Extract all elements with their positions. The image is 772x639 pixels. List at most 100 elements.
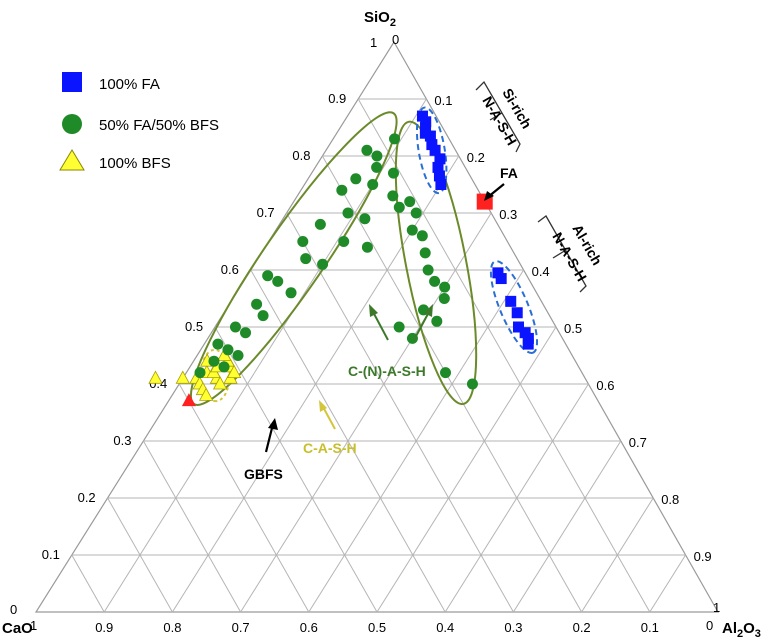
point-fa-bfs xyxy=(431,315,443,327)
point-fa xyxy=(511,307,523,319)
tick-sio2: 0.3 xyxy=(113,433,131,448)
gridline-cao xyxy=(214,326,378,613)
gridline-al2o3 xyxy=(649,554,687,613)
point-bfs xyxy=(175,370,190,384)
corner-tick-top-left: 1 xyxy=(370,35,377,50)
point-fa-bfs xyxy=(359,213,371,225)
point-fa xyxy=(505,295,517,307)
tick-cao: 0.6 xyxy=(300,620,318,635)
point-fa xyxy=(426,139,438,151)
tick-cao: 0.2 xyxy=(573,620,591,635)
point-fa xyxy=(429,144,441,156)
point-fa-bfs xyxy=(361,241,373,253)
point-fa-bfs xyxy=(404,196,416,208)
tick-sio2: 0.8 xyxy=(292,148,310,163)
legend-label-bfs: 100% BFS xyxy=(99,155,171,172)
point-fa-bfs xyxy=(419,247,431,259)
point-fa-bfs xyxy=(272,275,284,287)
point-fa-bfs xyxy=(350,173,362,185)
al-rich-region xyxy=(489,260,539,354)
gridline-al2o3 xyxy=(581,497,654,613)
si-rich-bracket-tip xyxy=(489,112,503,121)
tick-al2o3: 0.5 xyxy=(564,321,582,336)
point-fa-bfs xyxy=(208,355,220,367)
point-fa xyxy=(433,170,445,182)
point-fa-bfs xyxy=(371,161,383,173)
point-bfs xyxy=(212,376,228,390)
tick-al2o3: 0.7 xyxy=(629,435,647,450)
point-fa-bfs xyxy=(371,150,383,162)
gridline-al2o3 xyxy=(444,383,589,613)
annotation-al-rich: Al-rich N-A-S-H xyxy=(537,215,605,293)
corner-tick-bl-top: 0 xyxy=(10,602,17,617)
vertex-label-al2o3: Al2O3 xyxy=(722,620,761,639)
fa-arrow-head xyxy=(484,191,494,201)
point-fa-bfs xyxy=(342,207,354,219)
corner-tick-top-right: 0 xyxy=(392,32,399,47)
cnash-arrow-left xyxy=(371,309,389,341)
point-fa-bfs xyxy=(336,184,348,196)
gridline-cao xyxy=(286,212,514,613)
point-fa xyxy=(435,179,447,190)
point-fa xyxy=(420,116,432,128)
tick-al2o3: 0.8 xyxy=(661,492,679,507)
point-fa-bfs xyxy=(388,167,399,179)
cash-arrow-head xyxy=(319,400,327,412)
tick-sio2: 0.9 xyxy=(328,91,346,106)
point-fa-bfs xyxy=(262,270,274,282)
tick-cao: 0.3 xyxy=(504,620,522,635)
gridline-cao xyxy=(71,554,105,613)
tick-cao: 0.5 xyxy=(368,620,386,635)
tick-cao: 0.1 xyxy=(641,620,659,635)
point-fa-bfs xyxy=(257,310,269,322)
gridline-cao xyxy=(142,440,242,613)
gridline-al2o3 xyxy=(512,440,622,613)
tick-sio2: 0.7 xyxy=(257,205,275,220)
tick-cao: 0.9 xyxy=(95,620,113,635)
point-bfs xyxy=(148,370,163,384)
point-fa-bfs xyxy=(229,321,241,333)
cash-label: C-A-S-H xyxy=(303,440,357,456)
tick-sio2: 0.1 xyxy=(42,547,60,562)
point-fa-bfs xyxy=(361,144,373,156)
point-fa-bfs xyxy=(212,338,224,350)
point-fa xyxy=(492,267,504,279)
tick-al2o3: 0.2 xyxy=(467,150,485,165)
point-fa-bfs xyxy=(429,275,441,287)
fa-label: FA xyxy=(500,165,518,181)
annotation-si-rich: Si-rich N-A-S-H xyxy=(475,80,535,153)
tick-sio2: 0.5 xyxy=(185,319,203,334)
point-fa-bfs xyxy=(222,344,234,356)
gridline-al2o3 xyxy=(376,326,557,613)
vertex-label-cao: CaO xyxy=(2,620,33,637)
point-fa-bfs xyxy=(314,218,326,230)
gridline-cao xyxy=(107,497,173,613)
point-fa xyxy=(420,122,432,133)
tick-al2o3: 0.9 xyxy=(694,549,712,564)
cnash-arrow-right-head xyxy=(424,304,433,317)
point-bfs xyxy=(226,364,242,379)
data-points xyxy=(148,110,534,401)
point-fa xyxy=(522,338,534,350)
point-fa xyxy=(416,110,428,122)
legend-label-fa: 100% FA xyxy=(99,76,160,93)
point-fa-bfs xyxy=(422,264,434,276)
point-fa xyxy=(432,161,444,173)
cnash-region-right xyxy=(394,120,478,406)
point-fa xyxy=(495,273,507,285)
si-rich-region xyxy=(415,106,448,195)
point-fa-bfs xyxy=(393,321,405,333)
point-fa-bfs xyxy=(387,190,399,202)
legend-marker-fa xyxy=(62,72,82,92)
point-fa-bfs xyxy=(194,367,206,379)
point-bfs xyxy=(198,387,214,401)
point-fa-bfs xyxy=(338,236,350,247)
cnash-arrow-right xyxy=(413,309,431,341)
tick-al2o3: 0.4 xyxy=(532,264,550,279)
tick-cao: 0.8 xyxy=(163,620,181,635)
point-fa xyxy=(522,332,534,344)
al-rich-bracket-tip xyxy=(552,249,567,259)
cnash-arrow-left-head xyxy=(369,304,378,317)
point-fa xyxy=(519,327,531,339)
point-fa-bfs xyxy=(367,179,379,190)
